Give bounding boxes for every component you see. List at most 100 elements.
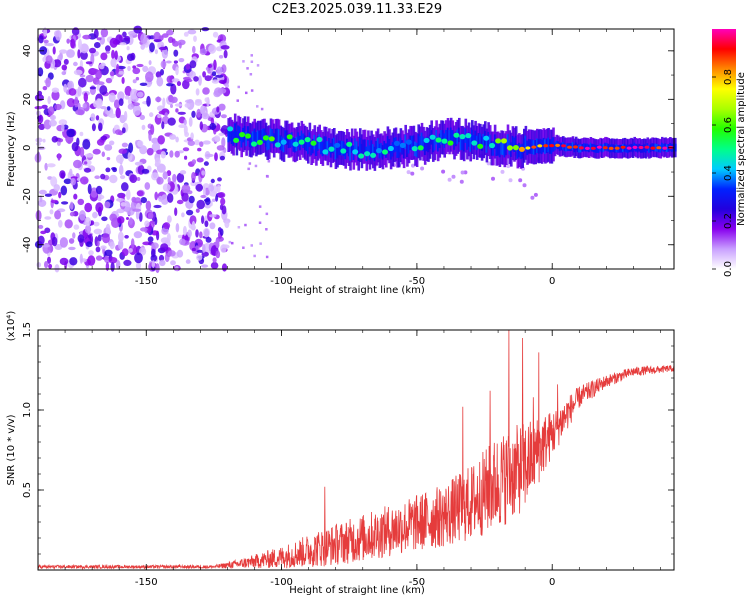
- spectrogram-noise-cell: [183, 31, 189, 37]
- spectrogram-signal-cell: [284, 130, 287, 145]
- spectrogram-noise-cell: [200, 194, 207, 199]
- spectrogram-noise-cell: [37, 235, 45, 245]
- snr-y-tick-label: 1.5: [22, 322, 33, 338]
- spectrogram-noise-cell: [175, 108, 179, 113]
- spectrogram-peak-cell: [626, 146, 632, 150]
- spectrogram-noise-cell: [217, 192, 226, 199]
- spectrogram-signal-cell: [256, 130, 260, 145]
- spectrogram-peak-cell: [304, 137, 311, 143]
- spectrogram-signal-cell: [290, 132, 294, 147]
- spectrogram-noise-cell: [70, 177, 76, 186]
- spectrogram-noise-cell: [173, 49, 179, 57]
- spectrogram-noise-cell: [128, 217, 133, 225]
- spectrogram-noise-cell: [69, 201, 74, 210]
- spectrogram-signal-cell: [469, 137, 472, 152]
- spectrogram-y-axis-label: Frequency (Hz): [6, 111, 17, 187]
- spectrogram-noise-cell: [44, 162, 48, 171]
- spectrogram-noise-cell: [84, 224, 92, 234]
- spectrogram-noise-cell: [145, 200, 152, 211]
- spectrogram-noise-cell: [174, 207, 178, 216]
- spectrogram-noise-cell: [94, 175, 100, 179]
- spectrogram-noise-cell: [250, 89, 254, 92]
- spectrogram-peak-cell: [429, 134, 436, 140]
- spectrogram-noise-cell: [135, 202, 142, 214]
- snr-panel: -150 -100 -50 0 0.5 1.0 1.5 Height of straigh…: [6, 311, 675, 596]
- spectrogram-noise-cell: [183, 119, 187, 126]
- spectrogram-y-tick-label: -20: [22, 188, 33, 204]
- spectrogram-signal-cell: [339, 140, 343, 156]
- spectrogram-noise-cell: [73, 159, 82, 169]
- spectrogram-noise-cell: [184, 99, 194, 104]
- spectrogram-noise-cell: [153, 39, 162, 43]
- spectrogram-tail-cell: [410, 171, 415, 176]
- spectrogram-noise-cell: [86, 241, 93, 248]
- snr-frame: [37, 329, 675, 571]
- spectrogram-noise-cell: [115, 107, 121, 119]
- spectrogram-signal-cell: [618, 144, 622, 153]
- spectrogram-signal-cell: [357, 146, 360, 161]
- spectrogram-noise-cell: [110, 262, 115, 272]
- snr-y-tick-label: 0.5: [22, 482, 33, 498]
- spectrogram-frame: [37, 28, 675, 270]
- spectrogram-noise-cell: [128, 142, 134, 154]
- colorbar-tick-label: 0.4: [723, 165, 734, 181]
- spectrogram-noise-cell: [130, 88, 139, 100]
- spectrogram-noise-cell: [211, 79, 219, 84]
- spectrogram-noise-cell: [104, 144, 113, 151]
- spectrogram-noise-cell: [188, 195, 195, 204]
- spectrogram-noise-cell: [139, 212, 143, 222]
- spectrogram-noise-cell: [201, 264, 209, 268]
- spectrogram-noise-cell: [167, 176, 171, 184]
- spectrogram-noise-cell: [196, 108, 201, 118]
- spectrogram-peak-cell: [251, 141, 257, 147]
- spectrogram-noise-cell: [213, 59, 217, 71]
- spectrogram-noise-cell: [177, 111, 186, 115]
- spectrogram-peak-cell: [477, 143, 484, 149]
- spectrogram-noise-cell: [214, 152, 218, 162]
- spectrogram-noise-cell: [202, 140, 211, 145]
- spectrogram-x-ticks: -150 -100 -50 0: [37, 29, 661, 287]
- spectrogram-noise-cell: [231, 241, 234, 245]
- spectrogram-noise-cell: [248, 162, 252, 165]
- spectrogram-noise-cell: [118, 98, 124, 106]
- spectrogram-noise-cell: [199, 231, 203, 239]
- spectrogram-tail-cell: [500, 169, 505, 174]
- colorbar-tick-label: 0.6: [723, 117, 734, 133]
- spectrogram-signal-cell: [229, 126, 232, 142]
- spectrogram-signal-cell: [480, 136, 484, 151]
- spectrogram-peak-cell: [501, 138, 507, 144]
- spectrogram-noise-cell: [70, 38, 76, 49]
- spectrogram-peak-cell: [620, 145, 626, 149]
- spectrogram-noise-cell: [116, 63, 120, 74]
- spectrogram-signal-cell: [277, 129, 281, 144]
- spectrogram-noise-cell: [216, 66, 223, 76]
- spectrogram-noise-cell: [212, 71, 217, 77]
- spectrogram-noise-cell: [35, 137, 43, 143]
- spectrogram-signal-cell: [363, 139, 367, 154]
- spectrogram-noise-cell: [48, 119, 57, 127]
- spectrogram-signal-cell: [261, 128, 265, 144]
- spectrogram-peak-cell: [382, 149, 388, 155]
- spectrogram-peak-cell: [405, 139, 412, 145]
- spectrogram-signal-cell: [479, 133, 482, 149]
- spectrogram-noise-cell: [126, 217, 129, 220]
- spectrogram-noise-cell: [109, 71, 115, 77]
- spectrogram-noise-cell: [214, 135, 221, 142]
- spectrogram-noise-cell: [127, 151, 133, 162]
- spectrogram-noise-cell: [209, 222, 216, 230]
- spectrogram-noise-cell: [253, 254, 256, 258]
- spectrogram-noise-cell: [165, 60, 172, 64]
- spectrogram-noise-cell: [47, 256, 51, 264]
- spectrogram-signal-cell: [360, 143, 364, 159]
- spectrogram-noise-cell: [92, 211, 98, 219]
- spectrogram-noise-cell: [215, 74, 224, 78]
- spectrogram-noise-cell: [172, 173, 177, 183]
- spectrogram-noise-cell: [195, 88, 200, 96]
- spectrogram-noise-cell: [59, 49, 68, 54]
- spectrogram-noise-cell: [78, 38, 82, 50]
- spectrogram-peak-cell: [233, 137, 240, 143]
- spectrogram-signal-cell: [297, 132, 300, 147]
- spectrogram-noise-cell: [189, 60, 197, 69]
- spectrogram-noise-cell: [73, 224, 80, 230]
- spectrogram-peak-cell: [602, 146, 608, 150]
